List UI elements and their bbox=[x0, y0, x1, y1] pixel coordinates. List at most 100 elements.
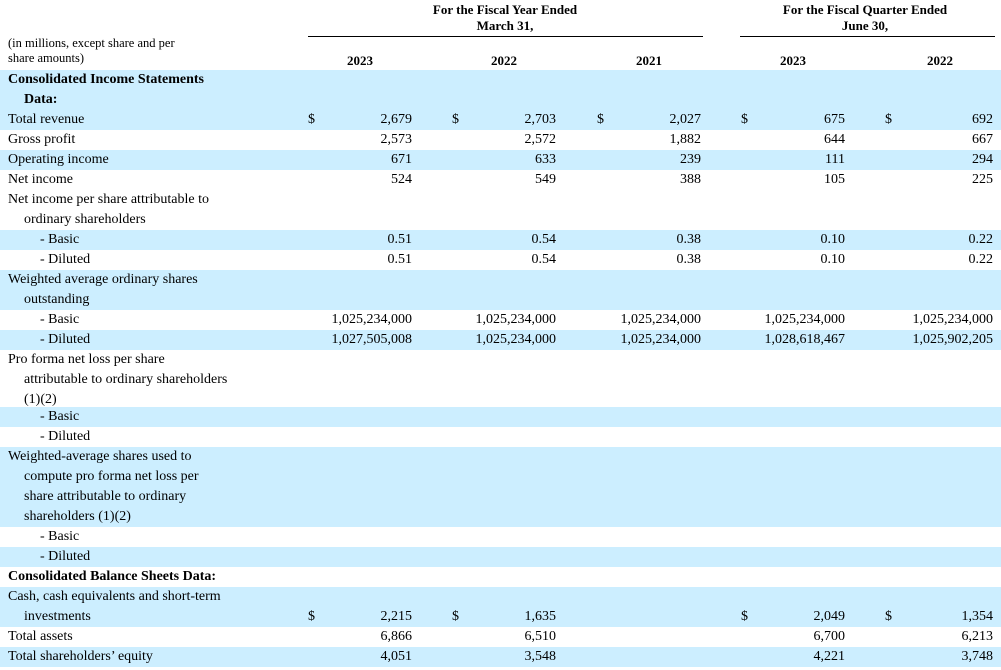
cell-value: 105 bbox=[824, 172, 845, 187]
cell-value: 671 bbox=[391, 152, 412, 167]
year-col-4: 2023 bbox=[780, 53, 806, 68]
table-row: - Diluted bbox=[0, 547, 1001, 567]
row-label: - Basic bbox=[40, 529, 80, 544]
table-row: (1)(2) bbox=[0, 390, 1001, 410]
cell-value: 667 bbox=[972, 132, 993, 147]
cell-value: 6,866 bbox=[380, 629, 413, 644]
table-row: Total assets 6,866 6,510 6,700 6,213 bbox=[0, 627, 1001, 647]
fiscal-quarter-header-rule bbox=[740, 36, 995, 37]
cell-value: 549 bbox=[535, 172, 556, 187]
cell-value: 0.54 bbox=[531, 252, 557, 267]
fiscal-year-header-line2: March 31, bbox=[476, 18, 534, 33]
cell-value: 675 bbox=[824, 112, 845, 127]
table-row: shareholders (1)(2) bbox=[0, 507, 1001, 527]
cell-value: 2,679 bbox=[380, 112, 413, 127]
cell-value: 1,025,234,000 bbox=[620, 332, 702, 347]
year-col-1: 2023 bbox=[347, 53, 373, 68]
cell-value: 0.38 bbox=[676, 232, 702, 247]
dollar-sign: $ bbox=[885, 112, 892, 127]
cell-value: 3,548 bbox=[524, 649, 557, 664]
year-col-5: 2022 bbox=[927, 53, 953, 68]
cell-value: 0.51 bbox=[387, 252, 413, 267]
table-row: Net income per share attributable to bbox=[0, 190, 1001, 210]
row-label: Consolidated Income Statements bbox=[8, 72, 204, 87]
units-note: (in millions, except share and per share… bbox=[8, 36, 175, 66]
cell-value: 3,748 bbox=[961, 649, 994, 664]
cell-value: 111 bbox=[825, 152, 845, 167]
fiscal-year-header-rule bbox=[308, 36, 703, 37]
row-label: Weighted average ordinary shares bbox=[8, 272, 198, 287]
cell-value: 2,049 bbox=[813, 609, 846, 624]
row-label: - Basic bbox=[40, 312, 80, 327]
dollar-sign: $ bbox=[885, 609, 892, 624]
cell-value: 0.22 bbox=[968, 232, 994, 247]
cell-value: 1,027,505,008 bbox=[331, 332, 413, 347]
row-label: compute pro forma net loss per bbox=[24, 469, 199, 484]
cell-value: 1,025,234,000 bbox=[475, 312, 557, 327]
year-col-3: 2021 bbox=[636, 53, 662, 68]
units-note-line1: (in millions, except share and per bbox=[8, 36, 175, 50]
row-label: Total assets bbox=[8, 629, 73, 644]
fiscal-quarter-header: For the Fiscal Quarter Ended June 30, bbox=[740, 2, 990, 34]
cell-value: 1,635 bbox=[524, 609, 557, 624]
row-label: - Basic bbox=[40, 409, 80, 424]
cell-value: 294 bbox=[972, 152, 993, 167]
cell-value: 1,025,902,205 bbox=[912, 332, 994, 347]
row-label: shareholders (1)(2) bbox=[24, 509, 131, 524]
units-note-line2: share amounts) bbox=[8, 51, 85, 65]
cell-value: 1,025,234,000 bbox=[475, 332, 557, 347]
cell-value: 2,573 bbox=[380, 132, 413, 147]
cell-value: 1,882 bbox=[669, 132, 702, 147]
row-label: Total revenue bbox=[8, 112, 85, 127]
row-label: - Diluted bbox=[40, 549, 91, 564]
table-row: Pro forma net loss per share bbox=[0, 350, 1001, 370]
table-row: ordinary shareholders bbox=[0, 210, 1001, 230]
fiscal-quarter-header-line2: June 30, bbox=[841, 18, 889, 33]
cell-value: 6,213 bbox=[961, 629, 994, 644]
cell-value: 1,025,234,000 bbox=[912, 312, 994, 327]
row-label: Data: bbox=[24, 92, 58, 107]
cell-value: 2,215 bbox=[380, 609, 413, 624]
table-row: Consolidated Income Statements bbox=[0, 70, 1001, 90]
cell-value: 0.54 bbox=[531, 232, 557, 247]
cell-value: 1,028,618,467 bbox=[764, 332, 846, 347]
row-label: share attributable to ordinary bbox=[24, 489, 187, 504]
row-label: Total shareholders’ equity bbox=[8, 649, 153, 664]
table-row: outstanding bbox=[0, 290, 1001, 310]
dollar-sign: $ bbox=[308, 112, 315, 127]
table-row: - Diluted 1,027,505,008 1,025,234,000 1,025… bbox=[0, 330, 1001, 350]
dollar-sign: $ bbox=[452, 609, 459, 624]
table-row: Operating income 671 633 239 111 294 bbox=[0, 150, 1001, 170]
cell-value: 0.10 bbox=[820, 232, 846, 247]
cell-value: 1,025,234,000 bbox=[620, 312, 702, 327]
table-row: Net income 524 549 388 105 225 bbox=[0, 170, 1001, 190]
cell-value: 4,221 bbox=[813, 649, 846, 664]
row-label: attributable to ordinary shareholders bbox=[24, 372, 228, 387]
cell-value: 388 bbox=[680, 172, 701, 187]
row-label: investments bbox=[24, 609, 91, 624]
table-row: - Diluted 0.51 0.54 0.38 0.10 0.22 bbox=[0, 250, 1001, 270]
dollar-sign: $ bbox=[741, 112, 748, 127]
table-row: share attributable to ordinary bbox=[0, 487, 1001, 507]
row-label: Consolidated Balance Sheets Data: bbox=[8, 569, 217, 584]
dollar-sign: $ bbox=[452, 112, 459, 127]
table-row: Gross profit 2,573 2,572 1,882 644 667 bbox=[0, 130, 1001, 150]
table-row: Total shareholders’ equity 4,051 3,548 4,22… bbox=[0, 647, 1001, 667]
dollar-sign: $ bbox=[741, 609, 748, 624]
cell-value: 4,051 bbox=[380, 649, 413, 664]
table-row: Weighted-average shares used to bbox=[0, 447, 1001, 467]
fiscal-year-header: For the Fiscal Year Ended March 31, bbox=[380, 2, 630, 34]
row-label: Net income per share attributable to bbox=[8, 192, 209, 207]
row-label: - Diluted bbox=[40, 429, 91, 444]
row-label: Gross profit bbox=[8, 132, 76, 147]
dollar-sign: $ bbox=[308, 609, 315, 624]
cell-value: 644 bbox=[824, 132, 845, 147]
cell-value: 1,025,234,000 bbox=[764, 312, 846, 327]
fiscal-year-header-line1: For the Fiscal Year Ended bbox=[432, 2, 578, 17]
table-row: Cash, cash equivalents and short-term bbox=[0, 587, 1001, 607]
table-row: investments $2,215 $1,635 $2,049 $1,354 bbox=[0, 607, 1001, 627]
row-label: Pro forma net loss per share bbox=[8, 352, 165, 367]
cell-value: 633 bbox=[535, 152, 556, 167]
row-label: outstanding bbox=[24, 292, 90, 307]
table-row: Data: bbox=[0, 90, 1001, 110]
